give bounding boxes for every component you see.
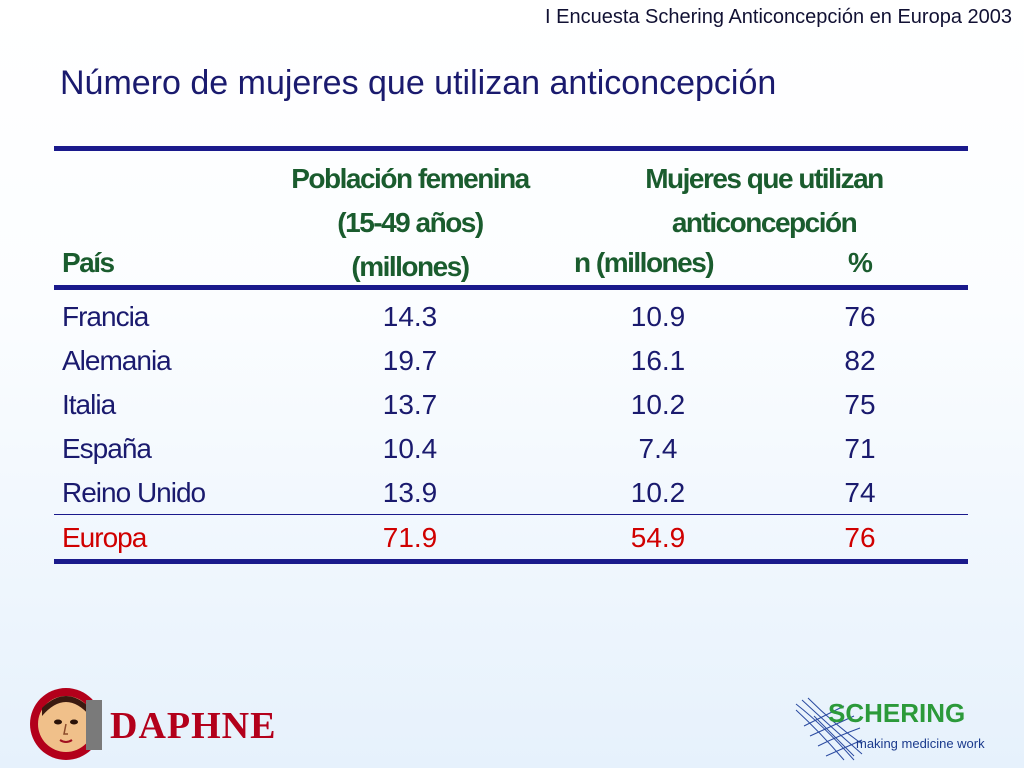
cell-users-pct: 75 (844, 389, 876, 420)
header-users-n: n (millones) (574, 247, 715, 278)
table-top-rule (54, 146, 968, 151)
header-users-line2: anticoncepción (671, 207, 858, 238)
table-row: España 10.4 7.4 71 (54, 426, 968, 470)
header-users-pct: % (848, 247, 873, 278)
cell-users-n: 10.2 (630, 389, 686, 420)
cell-population: 71.9 (382, 522, 438, 553)
cell-users-pct: 71 (844, 433, 876, 464)
daphne-wordmark: DAPHNE (110, 705, 277, 747)
header-population-line1: Población femenina (291, 163, 530, 194)
header-users-group: Mujeres que utilizan anticoncepción (594, 157, 934, 245)
table-row: Alemania 19.7 16.1 82 (54, 338, 968, 382)
schering-wordmark: SCHERING (828, 698, 966, 728)
cell-users-pct: 76 (844, 522, 876, 553)
header-rule (54, 285, 968, 290)
table-header: Población femenina (15-49 años) (millone… (54, 151, 968, 285)
cell-users-pct: 82 (844, 345, 876, 376)
table-row: Reino Unido 13.9 10.2 74 (54, 470, 968, 514)
survey-title: I Encuesta Schering Anticoncepción en Eu… (545, 6, 1012, 28)
data-table: Población femenina (15-49 años) (millone… (54, 146, 968, 564)
cell-users-n: 10.9 (630, 301, 686, 332)
cell-population: 19.7 (382, 345, 438, 376)
cell-population: 10.4 (382, 433, 438, 464)
cell-users-n: 7.4 (638, 433, 678, 464)
cell-population: 14.3 (382, 301, 438, 332)
cell-users-n: 16.1 (630, 345, 686, 376)
schering-logo: SCHERING making medicine work (794, 696, 994, 762)
cell-country: Italia (62, 389, 116, 420)
table-row: Francia 14.3 10.9 76 (54, 294, 968, 338)
table-bottom-rule (54, 559, 968, 564)
cell-users-n: 54.9 (630, 522, 686, 553)
cell-country: Reino Unido (62, 477, 206, 508)
total-row: Europa 71.9 54.9 76 (54, 515, 968, 559)
cell-users-pct: 74 (844, 477, 876, 508)
cell-users-n: 10.2 (630, 477, 686, 508)
header-country: País (62, 247, 115, 278)
cell-country: Europa (62, 522, 147, 553)
daphne-logo: DAPHNE (28, 686, 275, 762)
schering-mesh-icon (795, 697, 863, 761)
header-population-line2: (15-49 años) (337, 207, 484, 238)
daphne-face-icon (30, 688, 102, 760)
schering-tagline: making medicine work (856, 736, 985, 751)
page-title: Número de mujeres que utilizan anticonce… (60, 64, 777, 102)
cell-population: 13.9 (382, 477, 438, 508)
header-population: Población femenina (15-49 años) (millone… (270, 157, 550, 289)
cell-country: Alemania (62, 345, 172, 376)
header-population-line3: (millones) (351, 251, 470, 282)
table-row: Italia 13.7 10.2 75 (54, 382, 968, 426)
cell-country: Francia (62, 301, 149, 332)
header-users-line1: Mujeres que utilizan (645, 163, 884, 194)
cell-country: España (62, 433, 152, 464)
total-rule (54, 514, 968, 515)
cell-users-pct: 76 (844, 301, 876, 332)
cell-population: 13.7 (382, 389, 438, 420)
